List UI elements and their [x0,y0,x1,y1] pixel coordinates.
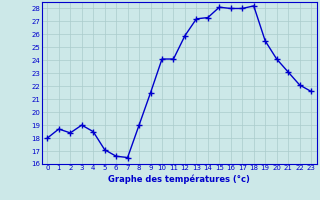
X-axis label: Graphe des températures (°c): Graphe des températures (°c) [108,174,250,184]
